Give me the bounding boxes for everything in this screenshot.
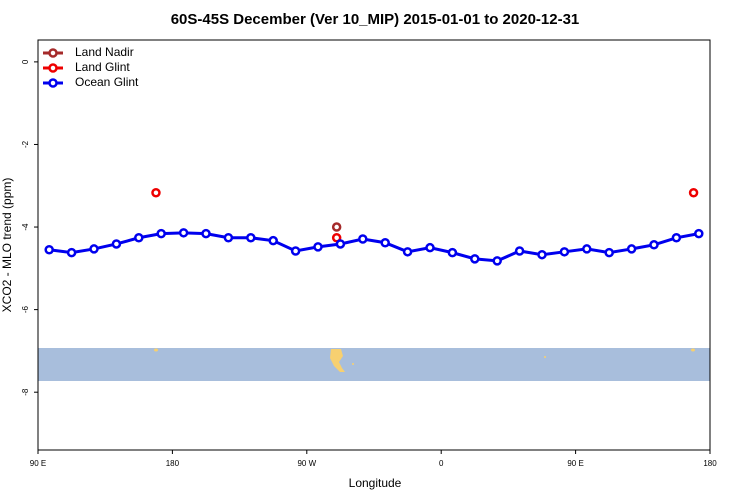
point — [537, 249, 547, 260]
point — [134, 233, 144, 243]
point — [447, 247, 458, 258]
x-tick-label: 90 W — [297, 459, 316, 468]
point — [178, 228, 189, 238]
y-tick-label: -6 — [21, 306, 30, 314]
point — [335, 239, 346, 249]
land — [352, 363, 354, 365]
point — [626, 244, 637, 254]
plot-frame — [37, 39, 711, 451]
point — [514, 246, 525, 256]
point — [402, 247, 413, 257]
point — [151, 188, 161, 198]
land — [691, 348, 695, 352]
legend-label: Land Nadir — [75, 45, 134, 59]
y-tick-label: 0 — [21, 59, 30, 64]
point — [156, 228, 166, 239]
point — [44, 244, 54, 255]
x-tick-label: 180 — [166, 459, 180, 468]
legend-label: Ocean Glint — [75, 75, 139, 89]
point — [313, 242, 323, 252]
point — [470, 254, 480, 264]
map-strip — [38, 348, 710, 381]
y-tick-label: -4 — [21, 223, 30, 231]
point — [290, 246, 301, 256]
point — [694, 228, 704, 239]
legend-marker — [48, 48, 58, 58]
point — [559, 247, 570, 257]
x-tick-label: 90 E — [30, 459, 46, 468]
y-axis-label: XCO2 - MLO trend (ppm) — [0, 178, 14, 313]
point — [201, 228, 211, 239]
x-tick-label: 90 E — [567, 459, 583, 468]
x-tick-label: 0 — [439, 459, 444, 468]
point — [358, 234, 368, 244]
point — [380, 237, 390, 248]
series-line — [49, 231, 700, 263]
point — [671, 233, 682, 243]
legend-marker — [48, 63, 58, 73]
legend-marker — [48, 78, 58, 88]
x-tick-label: 180 — [703, 459, 717, 468]
point — [268, 235, 278, 246]
point — [331, 222, 342, 232]
y-tick-label: -2 — [21, 140, 30, 148]
point — [649, 240, 659, 250]
point — [604, 247, 614, 258]
point — [66, 247, 77, 258]
point — [223, 233, 234, 243]
y-tick-label: -8 — [21, 388, 30, 396]
x-axis-label: Longitude — [349, 476, 402, 490]
land — [330, 349, 345, 372]
chart-title: 60S-45S December (Ver 10_MIP) 2015-01-01… — [171, 11, 580, 28]
point — [492, 256, 502, 266]
ocean-band — [38, 348, 710, 381]
point — [89, 244, 99, 254]
point — [246, 233, 256, 243]
land — [154, 348, 158, 352]
point — [582, 244, 592, 254]
land — [544, 356, 546, 358]
point — [111, 239, 122, 249]
point — [425, 242, 435, 253]
point — [688, 188, 699, 198]
legend-label: Land Glint — [75, 60, 130, 74]
